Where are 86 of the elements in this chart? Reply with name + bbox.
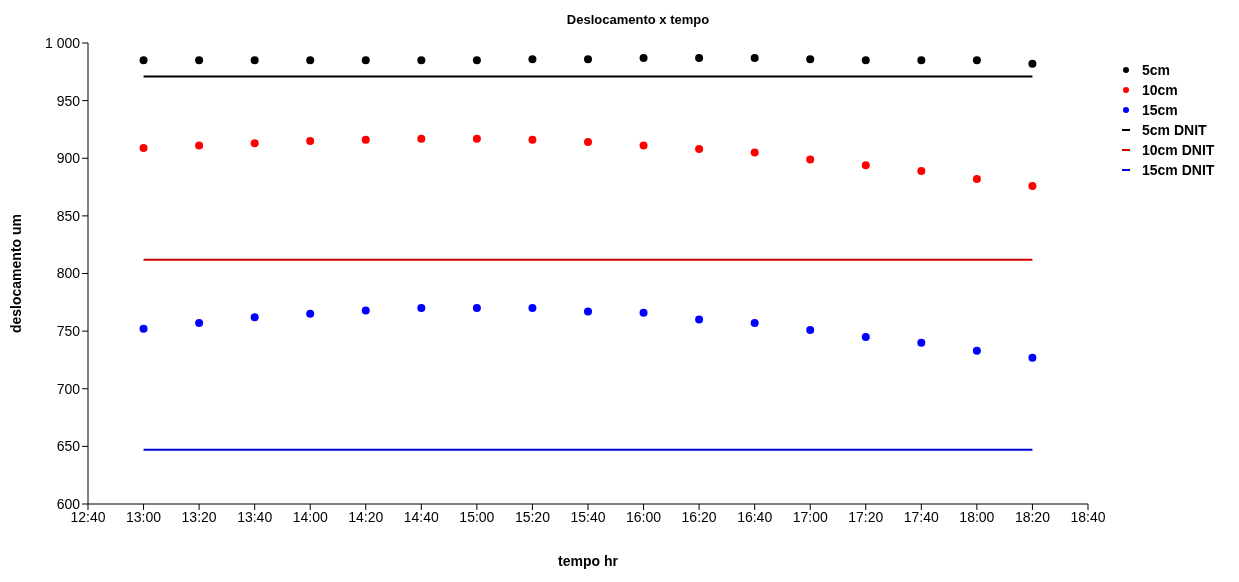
x-tick-label: 16:20 (681, 508, 717, 525)
point (528, 55, 537, 64)
chart-title: Deslocamento x tempo (565, 12, 711, 27)
y-axis-title: deslocamento um (7, 213, 24, 334)
point (917, 338, 926, 347)
y-tick-label: 850 (56, 207, 81, 224)
x-tick-label: 15:20 (514, 508, 551, 525)
point (195, 319, 204, 328)
x-tick-label: 18:20 (1014, 508, 1051, 525)
point (972, 56, 981, 65)
point (139, 56, 148, 65)
point (1028, 353, 1037, 362)
y-tick-label: 950 (56, 92, 81, 109)
point (306, 56, 315, 65)
x-tick-label: 14:40 (403, 508, 440, 525)
point (806, 55, 815, 64)
x-tick-label: 18:00 (959, 508, 995, 525)
x-tick-label: 13:00 (126, 508, 162, 525)
point (417, 304, 426, 313)
legend-label: 5cm DNIT (1142, 122, 1207, 138)
point (861, 161, 870, 170)
point (1028, 181, 1037, 190)
point (250, 139, 259, 148)
point (639, 308, 648, 317)
x-tick-label: 15:40 (570, 508, 606, 525)
point (750, 53, 759, 62)
point (639, 141, 648, 150)
point (306, 309, 315, 318)
point (1028, 59, 1037, 68)
point (972, 175, 981, 183)
y-tick-label: 900 (56, 150, 81, 167)
point (195, 56, 204, 65)
point (472, 304, 481, 313)
legend-label: 10cm (1142, 82, 1178, 98)
point (917, 56, 926, 65)
point (917, 166, 926, 175)
x-tick-label: 13:40 (237, 508, 273, 525)
point (361, 135, 370, 144)
point (972, 346, 981, 355)
point (584, 55, 592, 64)
point (584, 138, 592, 147)
point (750, 319, 759, 328)
legend-label: 10cm DNIT (1142, 142, 1215, 158)
point (861, 56, 870, 65)
x-tick-label: 15:00 (459, 508, 495, 525)
point (361, 306, 370, 315)
legend-label: 5cm (1142, 62, 1171, 78)
y-tick-label: 650 (56, 438, 81, 455)
y-tick-label: 750 (56, 323, 81, 340)
point (806, 325, 815, 334)
point (750, 148, 759, 157)
x-tick-label: 14:20 (348, 508, 384, 525)
x-tick-label: 17:00 (792, 508, 828, 525)
point (639, 53, 648, 62)
point (695, 315, 704, 324)
point (861, 332, 870, 341)
point (584, 307, 592, 316)
point (250, 56, 259, 65)
legend-label: 15cm (1142, 102, 1178, 118)
point (417, 134, 426, 143)
x-tick-label: 13:20 (181, 508, 217, 525)
x-axis-title: tempo hr (558, 553, 619, 569)
y-tick-label: 1 000 (44, 34, 81, 51)
legend-label: 15cm DNIT (1142, 162, 1215, 178)
x-tick-label: 17:40 (903, 508, 940, 525)
point (139, 324, 148, 333)
point (195, 141, 204, 150)
point (417, 56, 426, 65)
point (139, 143, 148, 152)
point (250, 313, 259, 322)
point (528, 135, 537, 144)
y-tick-label: 700 (56, 380, 81, 397)
point (695, 145, 704, 154)
point (528, 304, 537, 313)
y-tick-label: 800 (56, 265, 81, 282)
point (361, 56, 370, 65)
x-tick-label: 18:40 (1070, 508, 1106, 525)
x-tick-label: 16:40 (737, 508, 773, 525)
x-tick-label: 14:00 (292, 508, 328, 525)
x-tick-label: 17:20 (848, 508, 884, 525)
point (472, 56, 481, 65)
point (695, 53, 704, 62)
point (306, 136, 315, 145)
x-tick-label: 16:00 (626, 508, 662, 525)
point (806, 155, 815, 164)
point (472, 134, 481, 143)
